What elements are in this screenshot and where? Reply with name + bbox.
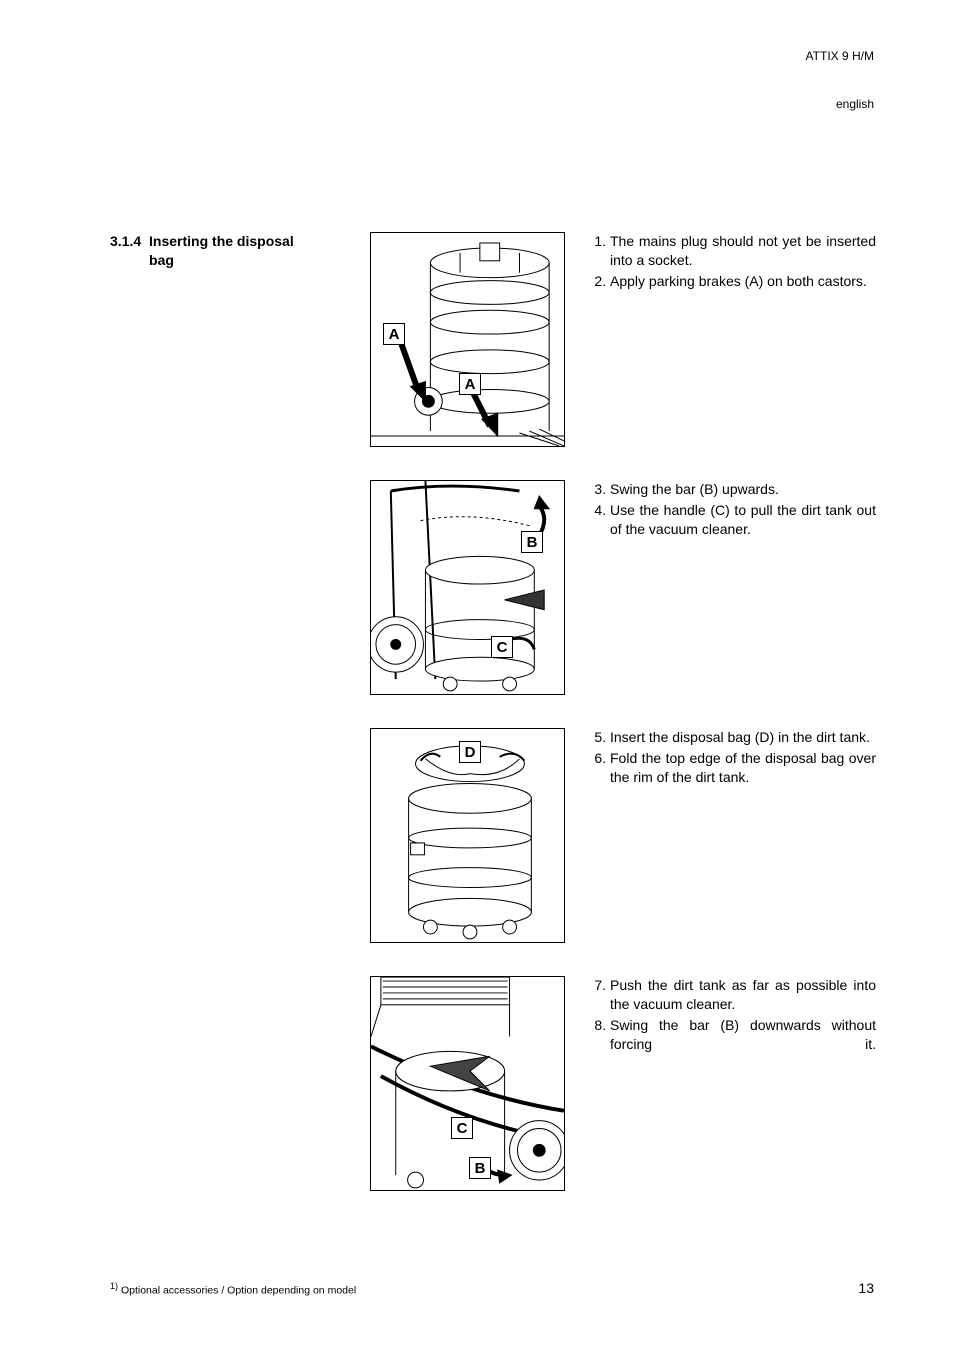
step-text: Apply parking brakes (A) on both castors… xyxy=(610,272,876,291)
callout-label: C xyxy=(451,1117,473,1139)
document-language: english xyxy=(806,96,874,112)
text-column: The mains plug should not yet be inserte… xyxy=(590,232,876,1191)
step-text: Use the handle (C) to pull the dirt tank… xyxy=(610,501,876,539)
section-number: 3.1.4 xyxy=(110,232,141,251)
footnote-marker: 1) xyxy=(110,1281,118,1291)
page-number: 13 xyxy=(858,1279,874,1298)
figure-4: C B xyxy=(370,976,565,1191)
step-text: Push the dirt tank as far as possible in… xyxy=(610,976,876,1014)
callout-label: D xyxy=(459,741,481,763)
callout-label: B xyxy=(469,1157,491,1179)
figure-column: A A xyxy=(370,232,565,1191)
step-text: Fold the top edge of the disposal bag ov… xyxy=(610,749,876,787)
figure-2-illustration xyxy=(371,481,564,694)
callout-label: A xyxy=(459,373,481,395)
step-text: The mains plug should not yet be inserte… xyxy=(610,232,876,270)
step-block-2: Swing the bar (B) upwards. Use the handl… xyxy=(590,480,876,695)
footnote-text: Optional accessories / Option depending … xyxy=(121,1285,356,1297)
step-block-1: The mains plug should not yet be inserte… xyxy=(590,232,876,447)
figure-2: B C xyxy=(370,480,565,695)
step-block-4: Push the dirt tank as far as possible in… xyxy=(590,976,876,1191)
section-title: Inserting the disposal bag xyxy=(149,232,299,270)
figure-3: D xyxy=(370,728,565,943)
callout-label: A xyxy=(383,323,405,345)
step-text: Swing the bar (B) down­wards without for… xyxy=(610,1016,876,1054)
callout-label: B xyxy=(521,531,543,553)
callout-label: C xyxy=(491,636,513,658)
document-model: ATTIX 9 H/M xyxy=(806,49,874,63)
figure-4-illustration xyxy=(371,977,564,1190)
step-text: Insert the disposal bag (D) in the dirt … xyxy=(610,728,876,747)
figure-1: A A xyxy=(370,232,565,447)
step-text: Swing the bar (B) upwards. xyxy=(610,480,876,499)
footnote: 1) Optional accessories / Option dependi… xyxy=(110,1280,356,1298)
step-block-3: Insert the disposal bag (D) in the dirt … xyxy=(590,728,876,943)
